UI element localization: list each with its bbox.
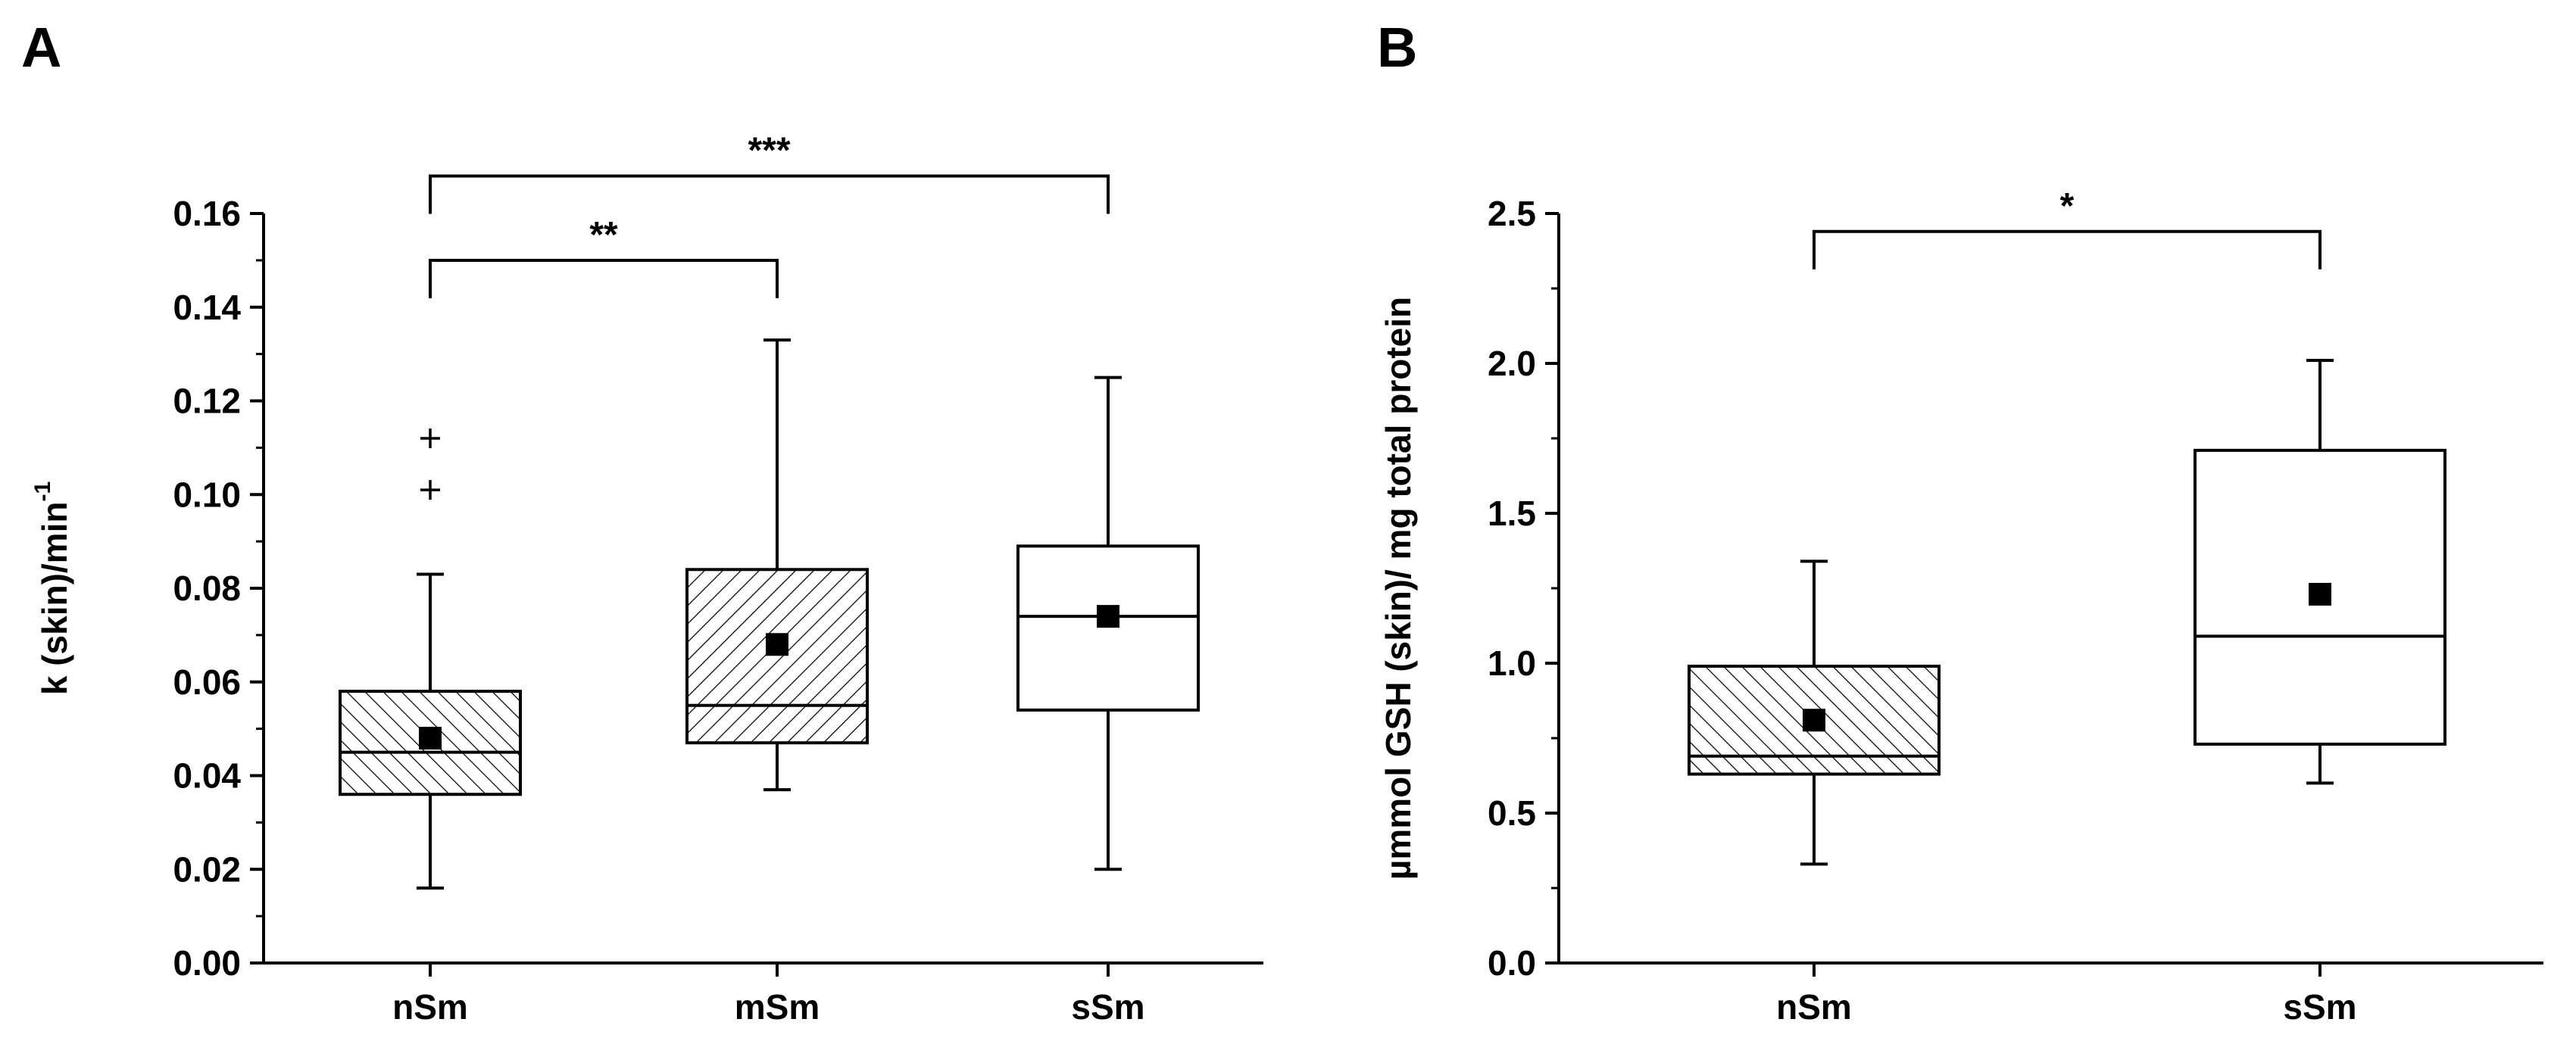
- y-tick-label: 0.14: [173, 288, 241, 327]
- x-tick-label: sSm: [2283, 987, 2356, 1027]
- significance-label: ***: [748, 131, 790, 171]
- box-sSm: [1016, 376, 1200, 871]
- significance-label: *: [2060, 186, 2075, 226]
- y-tick-label: 1.0: [1488, 644, 1536, 683]
- significance-label: **: [589, 215, 618, 255]
- y-tick-label: 0.00: [173, 943, 241, 983]
- panel-letter-b: B: [1377, 16, 1417, 79]
- plot-a: 0.00 0.02 0.04 0.06 0.08 0.10 0.12 0.14 0.16 k (s…: [30, 131, 1263, 1027]
- box-mSm: [685, 338, 869, 792]
- y-tick-label: 0.06: [173, 662, 241, 702]
- plot-b: 0.0 0.5 1.0 1.5 2.0 2.5 µmmol GSH (skin)/ mg t…: [1379, 186, 2543, 1027]
- x-tick-label: sSm: [1071, 987, 1144, 1027]
- y-tick-label: 0.0: [1488, 943, 1536, 983]
- panel-b: B 0.0 0.5 1.0 1.5 2.0 2.5 µmmol GSH (skin)/ mg…: [1377, 16, 2543, 1027]
- x-tick-label: mSm: [735, 987, 820, 1027]
- significance-bracket: [429, 258, 779, 298]
- y-axis-title-superscript: -1: [30, 481, 55, 502]
- box-sSm: [2194, 359, 2446, 785]
- mean-marker: [766, 633, 788, 656]
- panel-a: A 0.00 0.02 0.04 0.06 0.08 0.10 0.12 0.14 0.16 k …: [21, 16, 1263, 1027]
- x-tick-label: nSm: [392, 987, 468, 1027]
- y-axis-title-text: k (skin)/min: [35, 502, 74, 696]
- y-tick-label: 0.5: [1488, 793, 1536, 833]
- box-nSm: [1688, 559, 1941, 866]
- mean-marker: [2309, 582, 2331, 606]
- outlier-marker: [420, 429, 440, 448]
- y-tick-label: 0.04: [173, 756, 241, 796]
- y-axis-title: k (skin)/min-1: [30, 481, 74, 695]
- y-axis-title: µmmol GSH (skin)/ mg total protein: [1379, 297, 1418, 880]
- panel-letter-a: A: [21, 16, 61, 79]
- box-nSm: [339, 429, 522, 890]
- y-tick-label: 2.5: [1488, 194, 1536, 233]
- box-iqr: [1016, 544, 1200, 712]
- y-tick-label: 1.5: [1488, 494, 1536, 533]
- y-tick-label: 2.0: [1488, 344, 1536, 383]
- outlier-marker: [420, 480, 440, 500]
- y-tick-label: 0.12: [173, 382, 241, 421]
- mean-marker: [1803, 709, 1825, 732]
- mean-marker: [1097, 605, 1119, 628]
- significance-bracket: [429, 174, 1110, 214]
- y-tick-label: 0.10: [173, 475, 241, 514]
- y-tick-label: 0.16: [173, 194, 241, 233]
- mean-marker: [419, 727, 442, 749]
- y-tick-label: 0.02: [173, 849, 241, 889]
- y-tick-label: 0.08: [173, 569, 241, 608]
- significance-bracket: [1813, 229, 2322, 270]
- y-axis-title-text: µmmol GSH (skin)/ mg total protein: [1379, 297, 1418, 880]
- box-iqr: [685, 568, 869, 745]
- x-tick-label: nSm: [1776, 987, 1852, 1027]
